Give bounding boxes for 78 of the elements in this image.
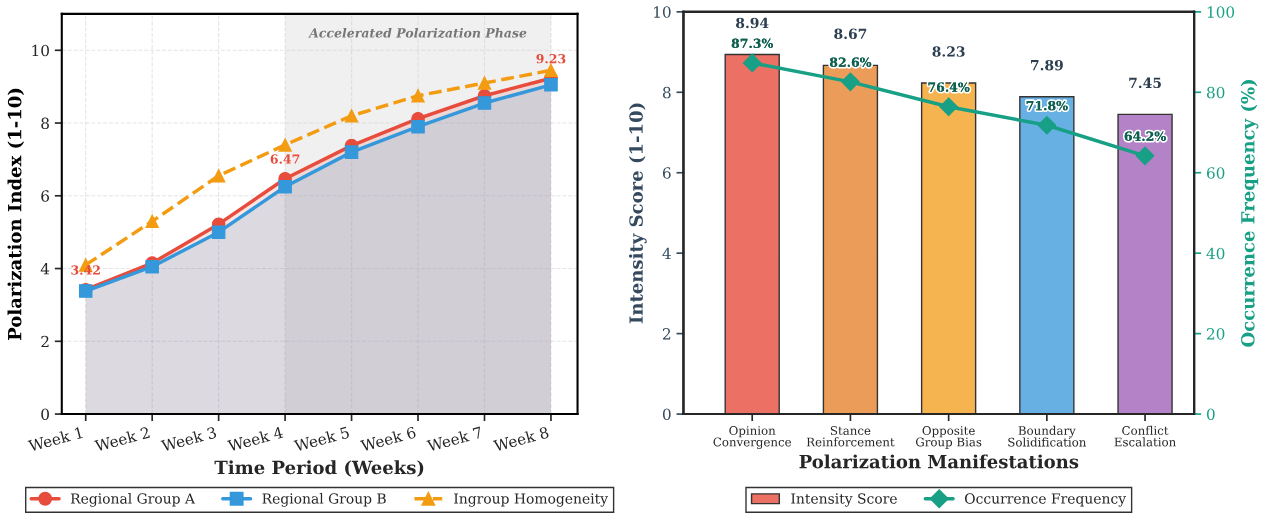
y2-tick-label: 0 [1206, 408, 1215, 421]
x-axis-title: Time Period (Weeks) [214, 460, 424, 477]
y-tick-label: 2 [41, 335, 49, 348]
legend-label: Occurrence Frequency [964, 493, 1127, 507]
y-tick-label: 6 [662, 167, 671, 179]
point [211, 169, 226, 183]
data-label: 7.89 [1031, 59, 1063, 71]
point [939, 97, 958, 117]
data-label: 82.6% [829, 57, 872, 67]
y2-axis-title: Occurrence Frequency (%) [1240, 80, 1259, 347]
bar [1117, 113, 1173, 415]
band-label: Accelerated Polarization Phase [308, 27, 527, 38]
data-label: 9.23 [536, 53, 566, 64]
point [344, 108, 359, 123]
data-label: 76.4% [928, 82, 970, 92]
x-axis-title: Polarization Manifestations [799, 454, 1079, 469]
y-tick-label: 2 [662, 328, 671, 340]
point [477, 76, 492, 90]
x-tick-label: Stance Reinforcement [806, 426, 895, 447]
point [1135, 146, 1155, 166]
point [411, 88, 425, 103]
point [344, 145, 359, 159]
x-tick-label: Week 1 [27, 426, 83, 452]
data-label: 7.45 [1129, 77, 1161, 89]
bar [920, 82, 977, 415]
y2-tick-label: 60 [1206, 167, 1225, 179]
x-tick-label: Opposite Group Bias [915, 426, 982, 449]
point [544, 78, 558, 92]
x-tick-label: Week 4 [226, 426, 284, 452]
y-tick-label: 6 [41, 190, 50, 202]
data-label: 64.2% [1124, 131, 1166, 141]
bar [724, 53, 780, 415]
x-tick-label: Week 7 [426, 426, 483, 452]
data-label: 8.94 [736, 17, 769, 29]
y-tick-label: 8 [41, 117, 49, 130]
legend-label: Intensity Score [791, 493, 897, 507]
point [477, 96, 492, 110]
x-tick-label: Week 5 [293, 426, 350, 452]
point [278, 138, 292, 152]
y-tick-label: 4 [662, 247, 671, 259]
y-tick-label: 8 [662, 86, 671, 99]
y2-tick-label: 100 [1207, 6, 1235, 18]
x-tick-label: Week 2 [93, 426, 150, 452]
point [742, 53, 762, 73]
bar [1019, 96, 1075, 415]
legend-label: Ingroup Homogeneity [454, 493, 609, 507]
x-tick-label: Conflict Escalation [1114, 425, 1176, 447]
y-tick-label: 10 [32, 44, 49, 57]
point [841, 72, 860, 92]
data-label: 6.47 [270, 154, 300, 164]
y2-tick-label: 20 [1207, 328, 1225, 340]
y-axis-title: Intensity Score (1-10) [628, 103, 647, 324]
x-tick-label: Boundary Solidification [1008, 425, 1087, 447]
y2-tick-label: 40 [1206, 247, 1225, 260]
point [544, 63, 558, 78]
x-tick-label: Week 6 [359, 426, 417, 452]
data-label: 3.42 [71, 265, 100, 275]
y-tick-label: 4 [40, 263, 50, 275]
y-axis-title: Polarization Index (1-10) [7, 88, 25, 340]
point [1037, 115, 1057, 135]
data-label: 8.67 [834, 28, 867, 40]
y-tick-label: 0 [662, 408, 671, 421]
legend-label: Regional Group A [70, 493, 196, 507]
point [211, 225, 226, 239]
x-tick-label: Week 8 [492, 426, 550, 452]
x-tick-label: Week 3 [160, 426, 217, 452]
y2-tick-label: 80 [1206, 86, 1225, 99]
point [278, 179, 292, 194]
point [145, 214, 159, 229]
y-tick-label: 10 [654, 6, 671, 18]
x-tick-label: Opinion Convergence [713, 426, 792, 449]
data-label: 8.23 [932, 46, 965, 57]
data-label: 71.8% [1026, 100, 1068, 111]
y-tick-label: 0 [41, 408, 49, 421]
legend-label: Regional Group B [262, 493, 386, 507]
point [411, 119, 425, 134]
data-label: 87.3% [731, 38, 774, 48]
point [145, 259, 159, 274]
